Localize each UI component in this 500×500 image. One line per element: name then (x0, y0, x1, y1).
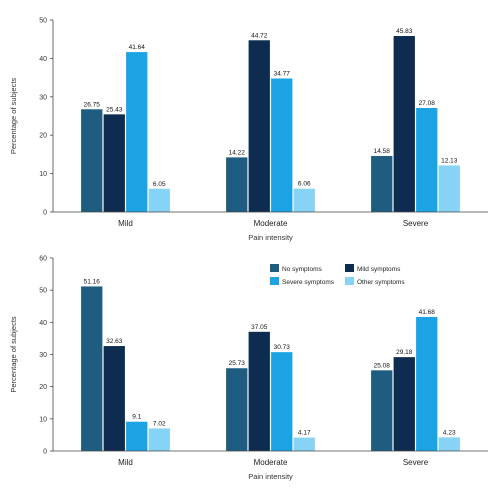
bar (416, 316, 438, 451)
data-label: 25.43 (106, 106, 123, 113)
data-label: 32.63 (106, 338, 123, 345)
data-label: 44.72 (251, 32, 268, 39)
bars-bottom (81, 286, 460, 451)
x-category-label: Moderate (254, 219, 288, 228)
bar (393, 357, 415, 451)
bar (126, 421, 148, 451)
bar (293, 437, 315, 451)
y-axis-title-top: Percentage of subjects (9, 78, 18, 155)
x-axis-title-top: Pain intensity (248, 233, 293, 242)
bar (226, 157, 248, 212)
bar (126, 52, 148, 212)
legend-swatch (345, 277, 354, 285)
data-label: 29.18 (396, 349, 413, 356)
chart-bottom: 51.16 32.63 9.1 7.02 25.73 37.05 30.73 4.17 25.0… (9, 256, 488, 481)
data-label: 41.64 (129, 44, 146, 51)
y-tick-label: 30 (39, 94, 47, 101)
x-category-label: Moderate (254, 458, 288, 467)
data-label: 30.73 (274, 344, 291, 351)
data-label: 6.06 (298, 181, 311, 188)
bar (393, 36, 415, 212)
y-tick-label: 50 (39, 18, 47, 25)
data-label: 6.05 (153, 181, 166, 188)
legend-label: Severe symptoms (282, 279, 335, 286)
bar (293, 188, 315, 212)
bar (148, 428, 170, 451)
bar (248, 331, 270, 451)
data-label: 4.23 (443, 429, 456, 436)
bar (81, 286, 103, 451)
x-category-label: Mild (118, 458, 133, 467)
bars-top (81, 36, 460, 212)
legend-swatch (270, 277, 279, 285)
bar (371, 370, 393, 451)
x-axis-title-bottom: Pain intensity (248, 472, 293, 481)
data-label: 25.08 (374, 362, 391, 369)
bar (148, 188, 170, 212)
data-label: 45.83 (396, 28, 413, 35)
data-label: 34.77 (274, 70, 291, 77)
y-tick-label: 0 (43, 449, 47, 456)
y-tick-label: 20 (39, 133, 47, 140)
data-label: 9.1 (132, 414, 141, 421)
data-labels-top: 26.75 25.43 41.64 6.05 14.22 44.72 34.77 6.06 14… (84, 28, 458, 188)
bar (248, 40, 270, 212)
bar (416, 108, 438, 212)
data-label: 12.13 (441, 157, 458, 164)
data-label: 14.22 (229, 149, 246, 156)
x-category-label: Severe (403, 458, 429, 467)
data-label: 4.17 (298, 430, 311, 437)
y-axis-title-bottom: Percentage of subjects (9, 316, 18, 393)
data-label: 41.68 (419, 309, 436, 316)
data-label: 51.16 (84, 278, 101, 285)
data-label: 37.05 (251, 324, 268, 331)
legend: No symptoms Mild symptoms Severe symptoms O… (270, 264, 405, 286)
bar (271, 78, 293, 212)
legend-swatch (270, 264, 279, 272)
bar (438, 437, 460, 451)
x-category-label: Mild (118, 219, 133, 228)
bar (103, 346, 125, 451)
bar (81, 109, 103, 212)
x-category-label: Severe (403, 219, 429, 228)
y-tick-label: 20 (39, 384, 47, 391)
legend-label: Mild symptoms (357, 266, 401, 273)
y-ticks-top: 0 10 20 30 40 50 (39, 18, 53, 217)
y-tick-label: 60 (39, 256, 47, 263)
bar (438, 165, 460, 212)
y-tick-label: 10 (39, 416, 47, 423)
data-label: 7.02 (153, 420, 166, 427)
data-label: 25.73 (229, 360, 246, 367)
y-tick-label: 50 (39, 288, 47, 295)
bar (103, 114, 125, 212)
data-label: 27.08 (419, 100, 436, 107)
data-labels-bottom: 51.16 32.63 9.1 7.02 25.73 37.05 30.73 4.17 25.0… (84, 278, 456, 436)
y-tick-label: 40 (39, 320, 47, 327)
y-tick-label: 10 (39, 171, 47, 178)
data-label: 26.75 (84, 101, 101, 108)
bar (271, 352, 293, 451)
data-label: 14.58 (374, 148, 391, 155)
x-categories-bottom: Mild Moderate Severe (118, 458, 429, 467)
legend-label: No symptoms (282, 266, 322, 273)
legend-swatch (345, 264, 354, 272)
y-tick-label: 0 (43, 210, 47, 217)
y-tick-label: 30 (39, 352, 47, 359)
bar (371, 156, 393, 212)
legend-label: Other symptoms (357, 279, 405, 286)
y-tick-label: 40 (39, 56, 47, 63)
bar (226, 368, 248, 451)
x-categories-top: Mild Moderate Severe (118, 219, 429, 228)
chart-top: 26.75 25.43 41.64 6.05 14.22 44.72 34.77 6.06 14… (9, 18, 488, 242)
y-ticks-bottom: 0 10 20 30 40 50 60 (39, 256, 53, 456)
